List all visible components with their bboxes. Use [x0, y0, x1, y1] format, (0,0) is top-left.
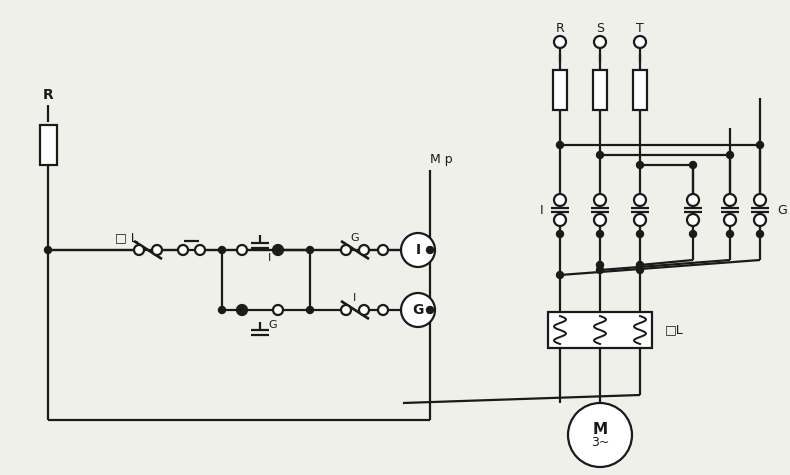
Circle shape	[554, 194, 566, 206]
Circle shape	[44, 247, 51, 254]
Circle shape	[219, 306, 225, 314]
Circle shape	[427, 306, 434, 314]
Circle shape	[687, 214, 699, 226]
Circle shape	[378, 245, 388, 255]
Circle shape	[427, 247, 434, 254]
Text: R: R	[555, 21, 564, 35]
Circle shape	[195, 245, 205, 255]
Circle shape	[637, 266, 644, 274]
Circle shape	[273, 245, 283, 255]
Bar	[593, 70, 607, 110]
Circle shape	[556, 142, 563, 149]
Circle shape	[359, 245, 369, 255]
Circle shape	[568, 403, 632, 467]
Text: □ L: □ L	[115, 231, 137, 245]
Circle shape	[596, 266, 604, 274]
Text: G: G	[268, 320, 276, 330]
Circle shape	[690, 162, 697, 169]
Circle shape	[341, 305, 351, 315]
Bar	[553, 70, 567, 110]
Text: □L: □L	[665, 323, 684, 336]
Circle shape	[307, 247, 314, 254]
Text: R: R	[43, 88, 54, 102]
Circle shape	[594, 194, 606, 206]
Circle shape	[757, 142, 763, 149]
Circle shape	[307, 306, 314, 314]
Circle shape	[237, 305, 247, 315]
Text: M p: M p	[430, 153, 453, 167]
Text: G: G	[412, 303, 423, 317]
Circle shape	[727, 152, 733, 159]
Circle shape	[237, 245, 247, 255]
Circle shape	[274, 247, 281, 254]
Bar	[548, 312, 652, 348]
Circle shape	[596, 262, 604, 268]
Circle shape	[757, 230, 763, 238]
Circle shape	[556, 272, 563, 278]
Circle shape	[687, 194, 699, 206]
Text: S: S	[596, 21, 604, 35]
Bar	[40, 125, 57, 165]
Circle shape	[134, 245, 144, 255]
Text: I: I	[268, 253, 271, 263]
Circle shape	[273, 305, 283, 315]
Circle shape	[152, 245, 162, 255]
Circle shape	[341, 245, 351, 255]
Circle shape	[634, 214, 646, 226]
Circle shape	[219, 247, 225, 254]
Circle shape	[401, 293, 435, 327]
Text: M: M	[592, 421, 608, 437]
Circle shape	[754, 214, 766, 226]
Circle shape	[359, 305, 369, 315]
Circle shape	[634, 36, 646, 48]
Text: I: I	[416, 243, 420, 257]
Circle shape	[690, 230, 697, 238]
Circle shape	[556, 230, 563, 238]
Circle shape	[594, 214, 606, 226]
Circle shape	[554, 36, 566, 48]
Circle shape	[378, 305, 388, 315]
Text: G: G	[777, 203, 787, 217]
Circle shape	[634, 194, 646, 206]
Circle shape	[637, 262, 644, 268]
Circle shape	[727, 230, 733, 238]
Circle shape	[401, 233, 435, 267]
Circle shape	[754, 194, 766, 206]
Bar	[633, 70, 647, 110]
Circle shape	[596, 152, 604, 159]
Text: 3~: 3~	[591, 436, 609, 448]
Text: G: G	[351, 233, 359, 243]
Circle shape	[724, 214, 736, 226]
Circle shape	[554, 214, 566, 226]
Circle shape	[596, 230, 604, 238]
Text: T: T	[636, 21, 644, 35]
Circle shape	[637, 162, 644, 169]
Circle shape	[637, 230, 644, 238]
Circle shape	[239, 306, 246, 314]
Circle shape	[724, 194, 736, 206]
Circle shape	[178, 245, 188, 255]
Text: I: I	[353, 293, 356, 303]
Circle shape	[594, 36, 606, 48]
Text: I: I	[540, 203, 543, 217]
